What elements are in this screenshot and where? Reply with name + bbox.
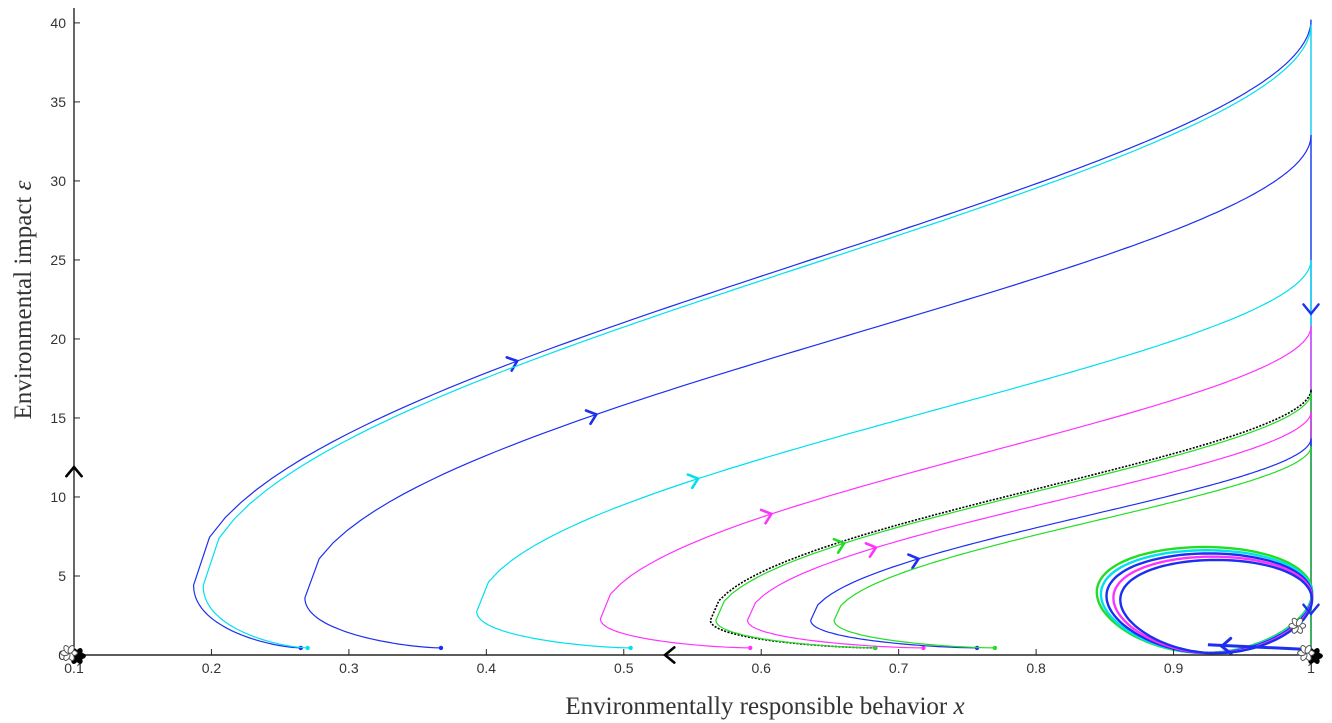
y-tick-label-9: 40 xyxy=(50,15,66,31)
equilibrium-marker-5-petal-6 xyxy=(1295,617,1303,627)
y-axis-label: Environmental impact ε xyxy=(10,180,37,419)
y-ticks-group: 0510152025303540 xyxy=(50,15,80,663)
x-tick-label-8: 0.8 xyxy=(1026,660,1046,676)
trajectories-group xyxy=(192,19,1312,651)
trajectory-line-1 xyxy=(192,19,1312,649)
limit-cycle-group xyxy=(1095,545,1314,656)
direction-arrow-4 xyxy=(686,473,701,490)
x-tick-label-2: 0.2 xyxy=(202,660,222,676)
vertical-arrow-1 xyxy=(1302,303,1320,316)
markers-group xyxy=(60,303,1323,664)
trajectory-line-4 xyxy=(476,259,1312,649)
trajectory-line-6 xyxy=(709,389,1312,649)
y-tick-label-4: 15 xyxy=(50,410,66,426)
direction-arrow-8 xyxy=(864,542,878,558)
x-tick-label-9: 0.9 xyxy=(1164,660,1184,676)
axes-group xyxy=(73,8,1311,656)
equilibrium-marker-2 xyxy=(60,645,78,661)
y-tick-label-3: 10 xyxy=(50,489,66,505)
axis-arrow-1 xyxy=(65,464,83,478)
x-tick-label-3: 0.3 xyxy=(339,660,359,676)
direction-arrow-5 xyxy=(759,508,774,525)
direction-arrow-7 xyxy=(832,537,847,554)
direction-arrow-3 xyxy=(584,409,599,426)
trajectory-line-9 xyxy=(810,438,1312,649)
trajectory-start-2 xyxy=(305,645,310,651)
trajectory-start-5 xyxy=(748,645,753,651)
y-tick-label-8: 35 xyxy=(50,94,66,110)
trajectory-start-3 xyxy=(438,645,444,651)
equilibrium-marker-5 xyxy=(1288,617,1307,634)
equilibrium-marker-4 xyxy=(1297,645,1315,661)
x-ticks-group: 0.1 0.2 0.3 0.4 0.5 0.6 0.7 0.8 0.9 1 xyxy=(64,649,1315,676)
x-tick-label-4: 0.4 xyxy=(477,660,497,676)
x-tick-label-6: 0.6 xyxy=(751,660,771,676)
trajectory-line-8 xyxy=(746,411,1312,649)
trajectory-start-10 xyxy=(992,645,998,651)
x-tick-label-10: 1 xyxy=(1307,660,1315,676)
trajectory-start-4 xyxy=(628,645,633,651)
y-tick-label-2: 5 xyxy=(58,568,66,584)
trajectory-line-7 xyxy=(715,392,1312,649)
equilibrium-marker-4-petal-6 xyxy=(1304,645,1312,654)
x-axis-label: Environmentally responsible behavior x xyxy=(565,693,964,720)
equilibrium-marker-2-petal-6 xyxy=(67,645,75,654)
x-tick-label-5: 0.5 xyxy=(614,660,634,676)
vertical-arrow-2 xyxy=(1302,603,1320,616)
y-tick-label-6: 25 xyxy=(50,252,66,268)
axis-arrow-2 xyxy=(662,646,676,664)
trajectory-line-5 xyxy=(599,326,1312,649)
direction-arrow-9 xyxy=(907,553,921,570)
y-tick-label-7: 30 xyxy=(50,173,66,189)
x-tick-label-1: 0.1 xyxy=(64,660,84,676)
trajectory-line-2 xyxy=(202,24,1312,649)
x-tick-label-7: 0.7 xyxy=(889,660,909,676)
trajectory-line-10 xyxy=(833,446,1312,649)
trajectory-start-8 xyxy=(921,645,926,651)
limit-cycle-loop-5 xyxy=(1119,558,1314,655)
limit-cycle-entry-arrow xyxy=(1219,636,1233,656)
trajectory-line-3 xyxy=(304,135,1312,649)
y-tick-label-5: 20 xyxy=(50,331,66,347)
